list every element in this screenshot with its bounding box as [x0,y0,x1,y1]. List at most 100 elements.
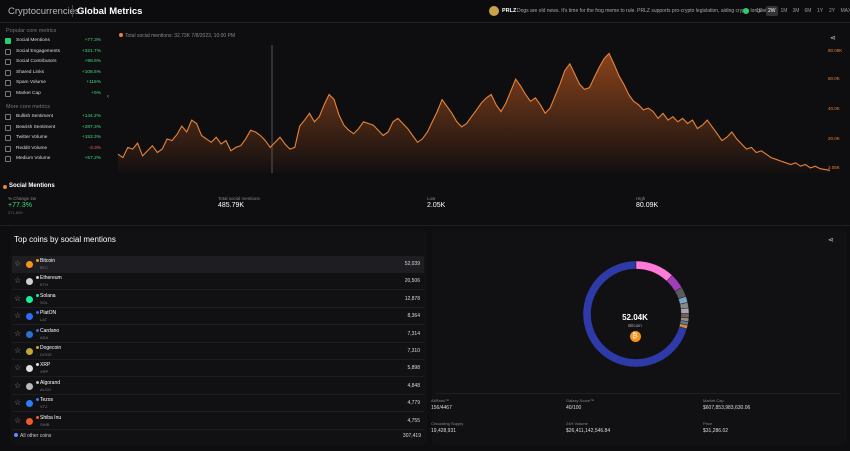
coin-row-bitcoin[interactable]: ☆ Bitcoin BTC 52,039 [12,256,424,273]
coin-row-algorand[interactable]: ☆ Algorand ALGO 4,848 [12,378,424,395]
all-other-coins[interactable]: All other coins [14,433,51,439]
range-2w[interactable]: 2W [766,6,778,16]
share-chart-icon[interactable]: ⋖ [830,35,836,42]
checkbox-icon[interactable] [5,145,11,152]
star-icon[interactable]: ☆ [14,380,22,390]
coin-mentions: 12,878 [404,295,420,302]
coin-logo-icon [26,365,33,373]
coin-row-solana[interactable]: ☆ Solana SOL 12,878 [12,291,424,308]
coin-logo-icon [26,330,33,338]
coin-row-shiba-inu[interactable]: ☆ Shiba Inu SHIB 4,755 [12,413,424,430]
coin-logo-icon [26,278,33,286]
metric-label: Social Engagements [16,48,60,54]
metric-reddit-volume[interactable]: Reddit Volume -3.3% [5,145,101,154]
detail-volume: 24H Volume $26,411,142,546.84 [566,421,610,434]
metric-stats: Social Mentions % Change 2w +77.3% 371,8… [0,180,850,220]
coin-symbol: ALGO [40,386,52,392]
metric-social-engagements[interactable]: Social Engagements +321.7% [5,48,101,57]
range-1d[interactable]: 1D [756,8,763,14]
donut-slice[interactable] [680,307,690,314]
donut-slice[interactable] [635,260,673,282]
stat-total: Total social mentions 485.79K [218,196,260,209]
metric-social-mentions[interactable]: Social Mentions +77.3% [5,37,101,46]
checkbox-icon[interactable] [5,135,11,142]
star-icon[interactable]: ☆ [14,346,22,355]
metric-shared-links[interactable]: Shared Links +108.5% [5,69,101,78]
share-coins-icon[interactable]: ⋖ [828,237,834,244]
star-icon[interactable]: ☆ [14,398,22,408]
stat-change: % Change 2w +77.3% 371,809 [8,196,36,215]
coin-mentions: 4,848 [407,382,420,389]
ticker-text[interactable]: Dogs are old news. It's time for the fro… [517,8,771,14]
coin-logo-icon [26,313,33,321]
all-other-dot-icon [14,433,18,437]
metric-label: Shared Links [16,69,44,75]
coin-name: Cardano [40,327,60,334]
checkbox-icon[interactable] [5,124,11,131]
checkbox-icon[interactable] [5,59,11,66]
star-icon[interactable]: ☆ [14,276,22,286]
star-icon[interactable]: ☆ [14,311,22,321]
checkbox-icon[interactable] [5,80,11,87]
detail-galaxy-value: 40/100 [566,405,582,411]
star-icon[interactable]: ☆ [14,328,22,338]
star-icon[interactable]: ☆ [14,293,22,303]
coin-row-platon[interactable]: ☆ PlatON LAT 8,364 [12,308,424,326]
stat-low-value: 2.05K [427,202,446,209]
metric-change: +98.6% [84,59,101,65]
range-max[interactable]: MAX [840,8,850,14]
range-1m[interactable]: 1M [780,8,788,14]
coin-dot-icon [36,259,39,262]
stat-high-label: High [636,196,646,201]
coin-mentions: 7,310 [407,348,420,354]
metric-social-contributors[interactable]: Social Contributors +98.6% [5,58,101,67]
metric-spam-volume[interactable]: Spam Volume +115% [5,79,101,88]
coin-dot-icon [36,363,39,367]
metric-twitter-volume[interactable]: Twitter Volume +153.3% [5,134,101,143]
page-title: Global Metrics [77,6,143,17]
range-2y[interactable]: 2Y [828,8,836,14]
live-status-icon [743,8,749,14]
coin-logo-icon [26,348,33,355]
range-6m[interactable]: 6M [804,8,812,14]
legend-text: Total social mentions: 32.73K 7/8/2023, … [125,33,236,39]
star-icon[interactable]: ☆ [14,363,22,373]
range-3m[interactable]: 3M [792,8,800,14]
section-divider [0,225,850,226]
metric-change: -3.3% [88,145,101,151]
coin-mentions: 5,898 [407,365,420,372]
ticker-name[interactable]: PRLZ [502,8,517,14]
checkbox-icon[interactable] [5,38,11,44]
metric-market-cap[interactable]: Market Cap +5% [5,90,101,99]
details-divider [436,393,841,394]
coin-row-xrp[interactable]: ☆ XRP XRP 5,898 [12,360,424,378]
metric-bullish-sentiment[interactable]: Bullish Sentiment +144.2% [5,113,101,122]
coin-dot-icon [36,346,39,349]
coin-mentions: 8,364 [407,313,420,320]
detail-volume-value: $26,411,142,546.84 [566,428,611,434]
range-1y[interactable]: 1Y [816,8,824,14]
stat-total-label: Total social mentions [218,196,260,201]
coin-row-tezos[interactable]: ☆ Tezos XTZ 4,779 [12,395,424,413]
coin-logo-icon [26,382,33,390]
metric-bearish-sentiment[interactable]: Bearish Sentiment +287.3% [5,124,101,133]
checkbox-icon[interactable] [5,69,11,76]
star-icon[interactable]: ☆ [14,415,22,425]
metric-change: +287.3% [81,124,101,130]
detail-galaxy-label: Galaxy Score™ [566,398,595,403]
breadcrumb-cryptocurrencies[interactable]: Cryptocurrencies [8,6,80,17]
coin-row-ethereum[interactable]: ☆ Ethereum ETH 20,506 [12,273,424,291]
checkbox-icon[interactable] [5,91,11,97]
checkbox-icon[interactable] [5,156,11,163]
coin-row-cardano[interactable]: ☆ Cardano ADA 7,314 [12,326,424,343]
stat-change-sub: 371,809 [8,210,23,215]
star-icon[interactable]: ☆ [14,259,22,268]
metric-medium-volume[interactable]: Medium Volume +57.2% [5,155,101,164]
donut-slice[interactable] [678,323,689,330]
collapse-sidebar-icon[interactable]: ‹ [107,94,109,100]
coin-row-dogecoin[interactable]: ☆ Dogecoin DOGE 7,310 [12,343,424,360]
checkbox-icon[interactable] [5,48,11,55]
detail-altrank-label: AltRank™ [431,398,450,403]
checkbox-icon[interactable] [5,114,11,120]
metric-label: Social Mentions [16,38,50,43]
